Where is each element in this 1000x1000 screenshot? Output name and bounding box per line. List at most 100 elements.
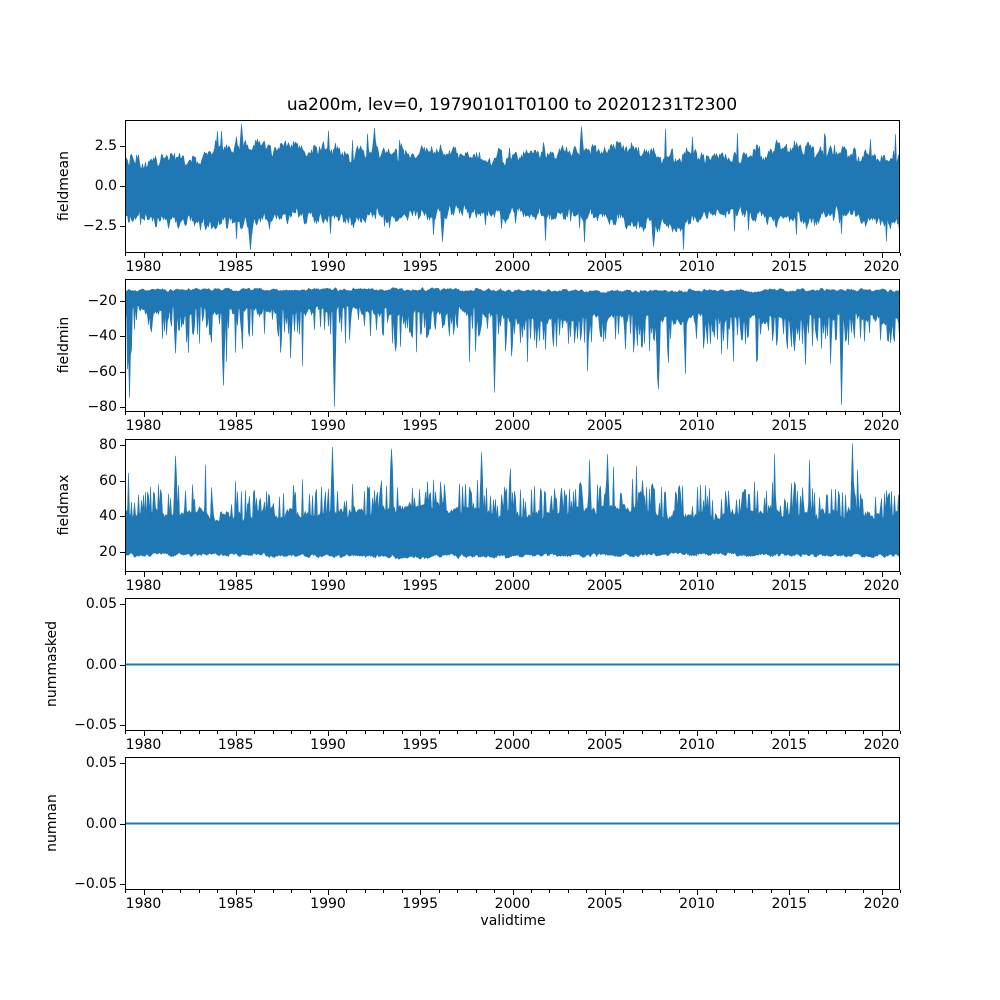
plot-area-nummasked xyxy=(125,598,900,731)
x-tick-major xyxy=(420,890,422,895)
x-tick-minor xyxy=(457,412,459,415)
y-tick-major xyxy=(120,445,125,447)
y-tick-label: 0.00 xyxy=(85,815,117,832)
x-tick-minor xyxy=(586,731,588,734)
x-tick-label: 1995 xyxy=(402,259,438,275)
x-tick-minor xyxy=(678,412,680,415)
y-tick-major xyxy=(120,301,125,302)
x-tick-minor xyxy=(272,890,274,893)
x-tick-minor xyxy=(678,731,680,734)
plot-area-fieldmin xyxy=(125,279,900,412)
x-tick-minor xyxy=(161,253,163,256)
x-tick-minor xyxy=(844,890,846,893)
x-tick-major xyxy=(881,731,883,736)
x-tick-minor xyxy=(900,731,901,734)
x-tick-minor xyxy=(217,412,219,415)
x-tick-minor xyxy=(900,253,901,256)
x-tick-minor xyxy=(217,731,219,734)
x-tick-minor xyxy=(346,890,348,893)
x-tick-minor xyxy=(549,572,551,575)
x-tick-minor xyxy=(198,890,200,893)
x-tick-label: 2010 xyxy=(679,259,715,275)
x-tick-minor xyxy=(826,731,828,734)
x-tick-minor xyxy=(383,572,385,575)
y-tick-major xyxy=(120,480,125,482)
x-tick-major xyxy=(512,412,514,417)
x-tick-label: 1990 xyxy=(310,578,346,594)
axes-spines xyxy=(125,598,900,731)
x-tick-minor xyxy=(567,731,569,734)
x-tick-minor xyxy=(807,412,809,415)
x-tick-minor xyxy=(494,731,495,734)
x-tick-major xyxy=(697,731,698,736)
x-tick-minor xyxy=(549,412,551,415)
x-tick-minor xyxy=(438,412,440,415)
x-tick-minor xyxy=(641,572,643,575)
x-tick-minor xyxy=(401,253,403,256)
x-tick-label: 1980 xyxy=(125,418,162,434)
x-tick-minor xyxy=(678,890,680,893)
x-tick-minor xyxy=(900,890,901,893)
x-tick-minor xyxy=(383,412,385,415)
x-tick-label: 1995 xyxy=(402,896,438,912)
x-tick-minor xyxy=(180,731,182,734)
x-tick-minor xyxy=(844,572,846,575)
x-tick-major xyxy=(235,890,237,895)
x-tick-minor xyxy=(494,253,495,256)
x-tick-minor xyxy=(715,253,717,256)
x-tick-minor xyxy=(364,731,366,734)
x-tick-minor xyxy=(125,731,126,734)
x-tick-minor xyxy=(254,572,256,575)
x-tick-label: 1980 xyxy=(125,737,162,753)
x-tick-label: 1980 xyxy=(125,259,162,275)
y-tick-major xyxy=(120,336,125,338)
x-tick-minor xyxy=(807,572,809,575)
x-tick-label: 2015 xyxy=(771,896,808,912)
y-axis-label-fieldmax: fieldmax xyxy=(56,474,72,536)
x-tick-minor xyxy=(623,253,625,256)
x-tick-major xyxy=(881,890,883,895)
y-tick-label: 0.00 xyxy=(85,656,117,673)
x-tick-minor xyxy=(863,253,865,256)
x-tick-major xyxy=(789,253,791,258)
x-tick-major xyxy=(697,890,698,895)
x-tick-minor xyxy=(383,253,385,256)
x-tick-minor xyxy=(752,412,754,415)
x-tick-minor xyxy=(678,572,680,575)
y-tick-major xyxy=(120,225,125,227)
x-tick-major xyxy=(789,412,791,417)
x-tick-minor xyxy=(549,890,551,893)
x-tick-label: 2020 xyxy=(863,737,900,753)
y-tick-label: 0.05 xyxy=(85,596,117,612)
x-tick-major xyxy=(697,253,698,258)
x-tick-major xyxy=(420,253,422,258)
x-tick-major xyxy=(604,731,606,736)
x-tick-major xyxy=(143,572,145,577)
x-tick-major xyxy=(143,731,145,736)
x-tick-label: 2010 xyxy=(679,896,715,912)
x-tick-label: 1985 xyxy=(217,578,254,594)
x-tick-minor xyxy=(180,412,182,415)
x-tick-minor xyxy=(291,890,293,893)
x-tick-minor xyxy=(217,890,219,893)
x-tick-major xyxy=(235,731,237,736)
x-tick-label: 2010 xyxy=(679,737,715,753)
y-tick-major xyxy=(120,725,125,726)
x-tick-minor xyxy=(715,731,717,734)
y-tick-label: 40 xyxy=(99,508,117,525)
x-tick-minor xyxy=(161,890,163,893)
x-tick-major xyxy=(235,572,237,577)
x-tick-major xyxy=(420,412,422,417)
y-tick-label: −0.05 xyxy=(74,717,117,733)
axes-spines xyxy=(125,120,900,253)
axes-spines xyxy=(125,279,900,412)
x-tick-major xyxy=(789,731,791,736)
x-tick-minor xyxy=(161,572,163,575)
x-tick-minor xyxy=(494,890,495,893)
y-tick-label: 80 xyxy=(99,437,117,454)
x-tick-label: 1985 xyxy=(217,896,254,912)
x-tick-minor xyxy=(254,412,256,415)
x-tick-minor xyxy=(567,253,569,256)
y-tick-major xyxy=(120,185,125,187)
y-tick-label: 60 xyxy=(99,472,117,489)
